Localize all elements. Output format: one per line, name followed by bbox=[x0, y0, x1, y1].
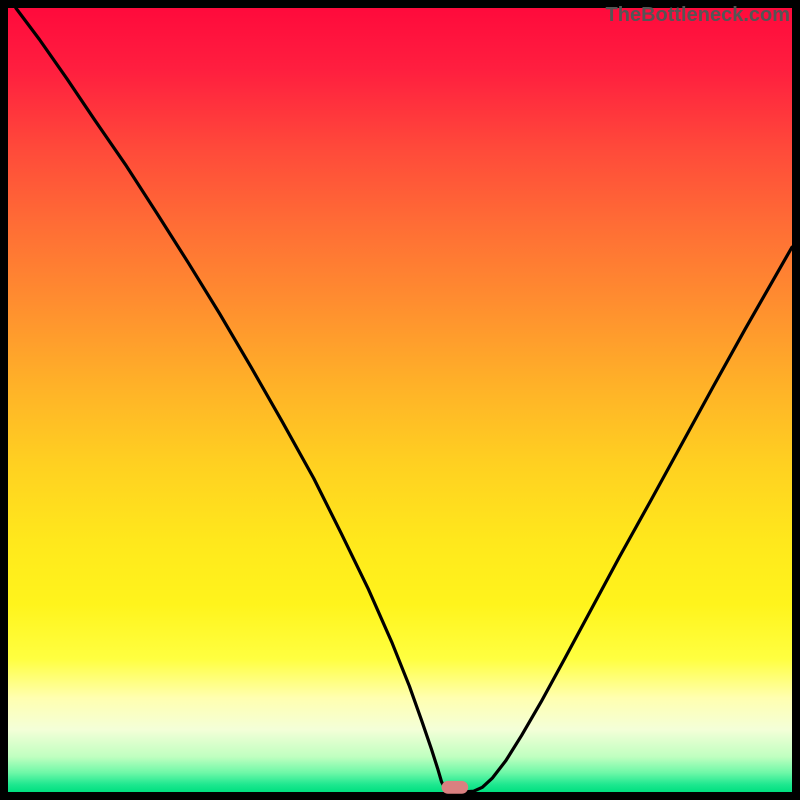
chart-background bbox=[8, 8, 792, 792]
bottleneck-chart: TheBottleneck.com bbox=[0, 0, 800, 800]
optimum-marker bbox=[442, 781, 469, 794]
chart-svg bbox=[0, 0, 800, 800]
watermark-text: TheBottleneck.com bbox=[606, 4, 790, 27]
